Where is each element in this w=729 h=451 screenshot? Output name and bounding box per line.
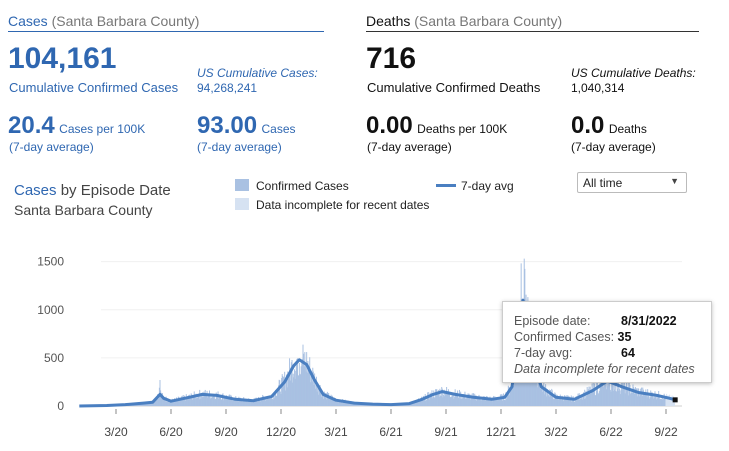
cases-per100k-label: Cases per 100K (59, 122, 146, 136)
deaths-avg: 0.0 Deaths (571, 112, 647, 140)
tooltip-note: Data incomplete for recent dates (514, 362, 695, 376)
time-range-value: All time (583, 176, 623, 190)
tooltip-cases-value: 35 (617, 330, 632, 344)
x-tick-label: 12/20 (266, 425, 296, 439)
chevron-down-icon: ▼ (670, 176, 679, 186)
chart-subtitle: Santa Barbara County (14, 202, 153, 218)
deaths-per100k: 0.00 Deaths per 100K (366, 112, 507, 140)
cases-total-label: Cumulative Confirmed Cases (9, 80, 179, 95)
x-tick-label: 3/21 (324, 425, 348, 439)
chart-title-main: Cases (14, 182, 57, 199)
tooltip-date-value: 8/31/2022 (621, 314, 677, 328)
y-tick-label: 0 (57, 399, 64, 413)
cases-header-rule (8, 31, 324, 32)
deaths-total-label: Cumulative Confirmed Deaths (367, 80, 541, 95)
x-tick-label: 12/21 (486, 425, 516, 439)
cases-avg-value: 93.00 (197, 112, 258, 139)
cases-per100k-value: 20.4 (8, 112, 55, 139)
chart-line-group (79, 298, 678, 408)
deaths-header: Deaths (Santa Barbara County) (366, 13, 562, 29)
us-cases-value: 94,268,241 (197, 81, 258, 95)
deaths-avg-label: Deaths (608, 122, 647, 136)
x-tick-label: 3/20 (104, 425, 128, 439)
legend-avg-swatch (436, 184, 456, 187)
tooltip-date-label: Episode date: (514, 314, 591, 328)
us-deaths-label: US Cumulative Deaths: (571, 66, 696, 80)
x-tick-label: 6/20 (159, 425, 183, 439)
chart-title-rest: by Episode Date (60, 182, 171, 199)
cases-header: Cases (Santa Barbara County) (8, 13, 199, 29)
cases-avg: 93.00 Cases (197, 112, 296, 140)
deaths-avg-value: 0.0 (571, 112, 605, 139)
y-tick-label: 1000 (37, 303, 64, 317)
legend-avg-label: 7-day avg (461, 179, 514, 193)
tooltip-cases-label: Confirmed Cases: (514, 330, 615, 344)
highlight-marker (672, 397, 678, 403)
x-tick-label: 3/22 (544, 425, 568, 439)
us-cases-label: US Cumulative Cases: (197, 66, 318, 80)
tooltip-avg-label: 7-day avg: (514, 346, 573, 360)
avg-line (79, 298, 676, 408)
chart-axis: 0 500 1000 1500 3/20 6/20 9/20 12/20 3/21 6/21 9/2… (37, 255, 678, 439)
deaths-per100k-note: (7-day average) (367, 140, 452, 154)
time-range-select[interactable]: All time ▼ (577, 172, 687, 193)
deaths-per100k-label: Deaths per 100K (417, 122, 508, 136)
cases-avg-label: Cases (261, 122, 296, 136)
x-tick-label: 6/22 (599, 425, 623, 439)
legend-confirmed-label: Confirmed Cases (256, 179, 349, 193)
cases-total: 104,161 (8, 42, 117, 75)
chart-tooltip: Episode date: 8/31/2022 Confirmed Cases:… (502, 301, 712, 383)
cases-header-main: Cases (8, 13, 48, 29)
legend-confirmed-swatch (235, 179, 249, 191)
deaths-avg-note: (7-day average) (571, 140, 656, 154)
deaths-per100k-value: 0.00 (366, 112, 413, 139)
x-tick-label: 9/20 (214, 425, 238, 439)
cases-per100k: 20.4 Cases per 100K (8, 112, 145, 140)
deaths-header-rule (366, 31, 699, 32)
x-tick-label: 9/21 (434, 425, 458, 439)
us-deaths-value: 1,040,314 (571, 81, 625, 95)
y-tick-label: 500 (44, 351, 64, 365)
x-tick-label: 9/22 (654, 425, 678, 439)
legend-incomplete-swatch (235, 198, 249, 210)
cases-avg-note: (7-day average) (197, 140, 282, 154)
tooltip-avg-value: 64 (621, 346, 635, 360)
cases-header-sub: (Santa Barbara County) (51, 13, 200, 29)
deaths-header-sub: (Santa Barbara County) (414, 13, 563, 29)
deaths-header-main: Deaths (366, 13, 411, 29)
deaths-total: 716 (366, 42, 417, 75)
y-tick-label: 1500 (37, 255, 64, 269)
cases-per100k-note: (7-day average) (9, 140, 94, 154)
chart-title: Cases by Episode Date (14, 182, 171, 199)
legend-incomplete-label: Data incomplete for recent dates (256, 198, 430, 212)
x-tick-label: 6/21 (379, 425, 403, 439)
